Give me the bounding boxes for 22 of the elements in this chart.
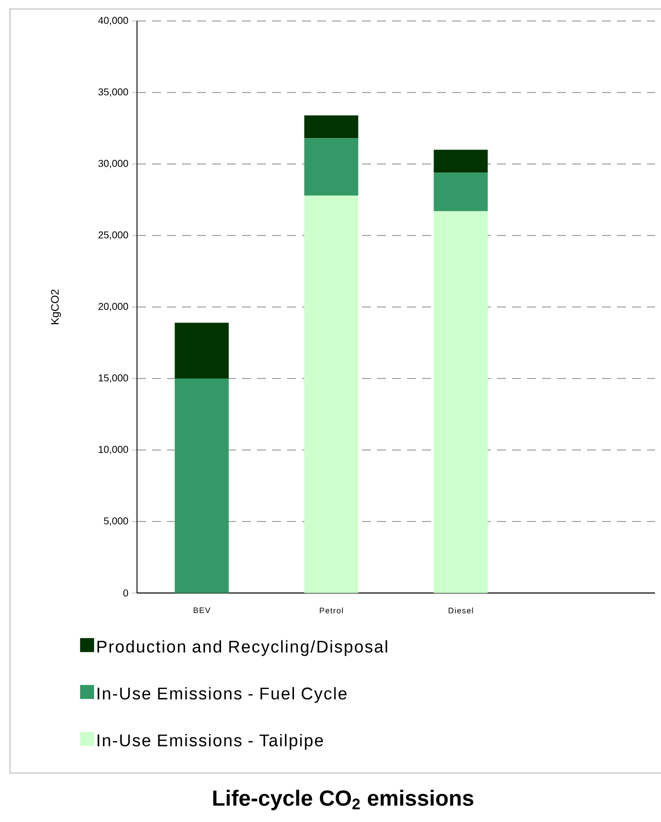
y-tick-label: 40,000 xyxy=(98,16,128,26)
bar xyxy=(304,138,358,196)
y-axis-title: KgCO2 xyxy=(51,290,61,324)
legend-label: In-Use Emissions - Fuel Cycle xyxy=(98,687,347,703)
bar xyxy=(174,322,229,378)
y-tick-label: 35,000 xyxy=(98,88,128,97)
bar xyxy=(434,211,488,593)
bar xyxy=(304,115,358,138)
text: Life-cycle CO$_{2}$ emissions xyxy=(213,790,474,810)
legend-label: Production and Recycling/Disposal xyxy=(97,640,388,656)
y-tick-label: 5,000 xyxy=(104,517,128,526)
y-tick-label: 15,000 xyxy=(98,374,128,383)
bar xyxy=(434,172,488,212)
bar xyxy=(304,195,358,593)
bar xyxy=(434,150,488,173)
y-tick-label: 20,000 xyxy=(98,302,128,312)
bar xyxy=(174,378,229,593)
y-tick-label: 25,000 xyxy=(98,231,128,240)
y-tick-label: 30,000 xyxy=(98,160,128,168)
y-tick-label: 0 xyxy=(123,589,128,597)
y-tick-label: 10,000 xyxy=(98,446,128,454)
legend-label: In-Use Emissions - Tailpipe xyxy=(98,734,323,750)
